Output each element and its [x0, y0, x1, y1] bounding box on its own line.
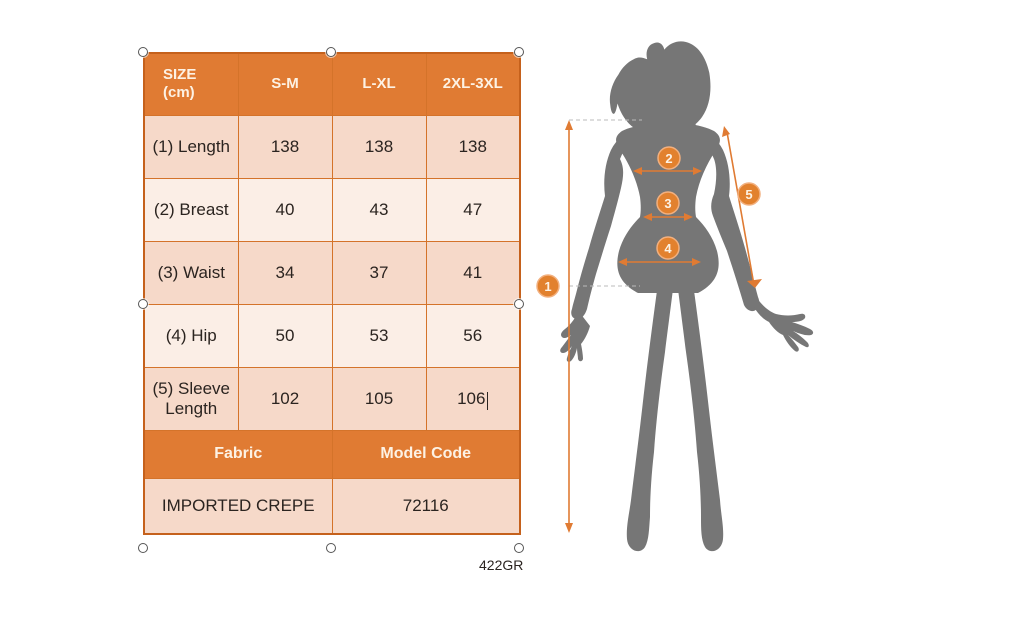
svg-text:4: 4: [664, 241, 672, 256]
svg-text:1: 1: [544, 279, 551, 294]
svg-text:3: 3: [664, 196, 671, 211]
svg-text:5: 5: [745, 187, 752, 202]
svg-text:2: 2: [665, 151, 672, 166]
